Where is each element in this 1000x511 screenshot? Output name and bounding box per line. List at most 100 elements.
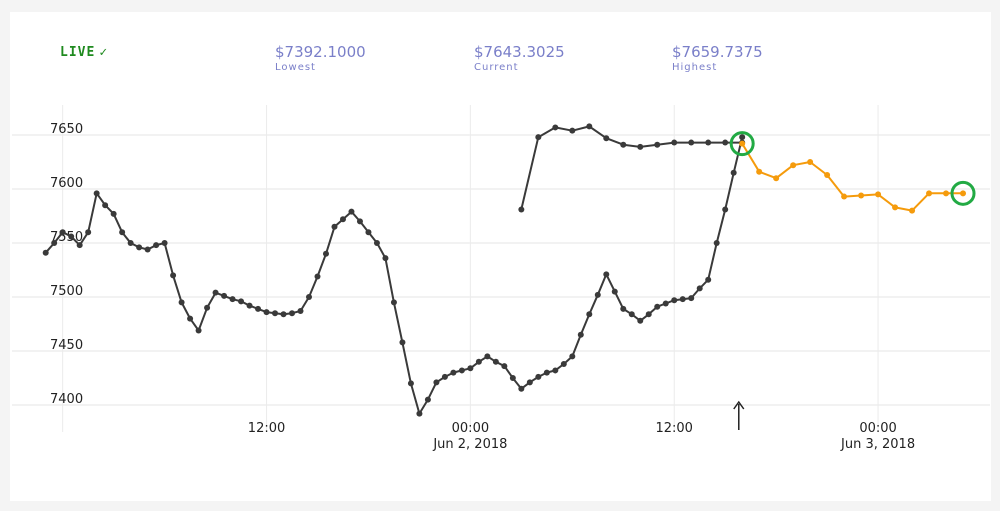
history-point — [144, 246, 151, 253]
history-point — [654, 141, 661, 148]
history-point — [424, 396, 431, 403]
stat-lowest: $7392.1000 Lowest — [275, 43, 366, 75]
forecast-point — [773, 175, 780, 182]
history-point — [722, 139, 729, 146]
history-point — [238, 298, 245, 305]
history-point — [195, 327, 202, 334]
history-point — [475, 358, 482, 365]
stat-current-value: $7643.3025 — [474, 43, 565, 61]
history-point — [560, 360, 567, 367]
live-indicator: LIVE ✓ — [60, 45, 108, 60]
forecast-point — [909, 207, 916, 214]
history-point — [509, 375, 516, 381]
forecast-point — [807, 159, 814, 165]
history-point — [102, 202, 109, 209]
up-arrow-icon — [733, 400, 745, 430]
history-point — [297, 308, 304, 315]
history-point — [603, 135, 610, 142]
history-point — [246, 302, 253, 309]
history-point — [93, 190, 100, 197]
history-line-late — [520, 125, 743, 210]
history-point — [306, 294, 313, 300]
history-point — [255, 305, 262, 312]
history-point — [645, 311, 652, 318]
y-tick-label: 7450 — [50, 338, 83, 353]
history-point — [705, 139, 712, 146]
history-point — [221, 292, 228, 299]
history-point — [484, 353, 491, 360]
grid — [12, 134, 990, 406]
history-point — [170, 272, 177, 279]
live-label: LIVE — [60, 45, 96, 60]
history-point — [127, 240, 134, 246]
history-point — [696, 285, 703, 292]
history-point — [705, 276, 712, 283]
y-tick-label: 7650 — [50, 122, 83, 137]
stat-current: $7643.3025 Current — [474, 43, 565, 75]
stat-highest-label: Highest — [672, 62, 718, 73]
history-point — [314, 273, 321, 280]
series — [42, 123, 967, 417]
y-tick-label: 7600 — [50, 176, 83, 191]
forecast-point — [756, 168, 763, 175]
history-point — [373, 240, 380, 246]
forecast-point — [739, 140, 746, 147]
markers — [729, 131, 976, 430]
history-point — [458, 367, 465, 374]
forecast-point — [926, 190, 933, 197]
x-tick-label: 00:00 — [859, 421, 896, 436]
history-point — [603, 271, 610, 278]
x-tick-label: 00:00 — [452, 421, 489, 436]
history-point — [365, 229, 372, 236]
history-point — [348, 208, 355, 215]
history-point — [671, 139, 678, 146]
history-point — [501, 363, 508, 370]
history-point — [552, 367, 559, 374]
x-tick-sublabel: Jun 3, 2018 — [840, 437, 915, 452]
forecast-point — [790, 162, 797, 169]
history-point — [280, 311, 287, 318]
history-point — [59, 229, 66, 236]
history-point — [671, 297, 678, 304]
history-point — [688, 295, 695, 302]
forecast-line — [741, 143, 963, 212]
forecast-end-marker — [950, 180, 976, 206]
chart-card — [10, 12, 991, 501]
history-point — [535, 373, 542, 380]
history-point — [739, 134, 746, 141]
history-point — [637, 143, 644, 150]
up-arrow-head — [733, 400, 745, 410]
history-point — [586, 123, 593, 130]
stat-lowest-label: Lowest — [275, 62, 316, 73]
forecast-point — [875, 191, 882, 198]
history-point — [339, 216, 346, 223]
history-point — [187, 315, 194, 322]
forecast-start-marker — [729, 131, 755, 157]
y-tick-label: 7400 — [50, 392, 83, 407]
history-point — [204, 304, 211, 311]
forecast-point — [960, 190, 967, 197]
history-point — [586, 311, 593, 318]
history-point — [688, 139, 695, 146]
forecast-point — [892, 204, 899, 211]
stat-highest: $7659.7375 Highest — [672, 43, 763, 75]
history-point — [535, 134, 542, 141]
history-point — [136, 244, 143, 251]
history-point — [51, 240, 58, 246]
history-point — [272, 310, 279, 317]
history-point — [161, 240, 168, 246]
history-point — [263, 309, 270, 316]
history-point — [85, 229, 92, 236]
history-point — [722, 206, 729, 213]
history-point — [450, 369, 457, 376]
history-point — [153, 242, 160, 249]
history-point — [212, 289, 219, 296]
history-point — [356, 218, 363, 225]
history-point — [433, 379, 440, 386]
history-point — [628, 311, 635, 318]
history-point — [110, 210, 117, 217]
history-line — [44, 136, 744, 415]
